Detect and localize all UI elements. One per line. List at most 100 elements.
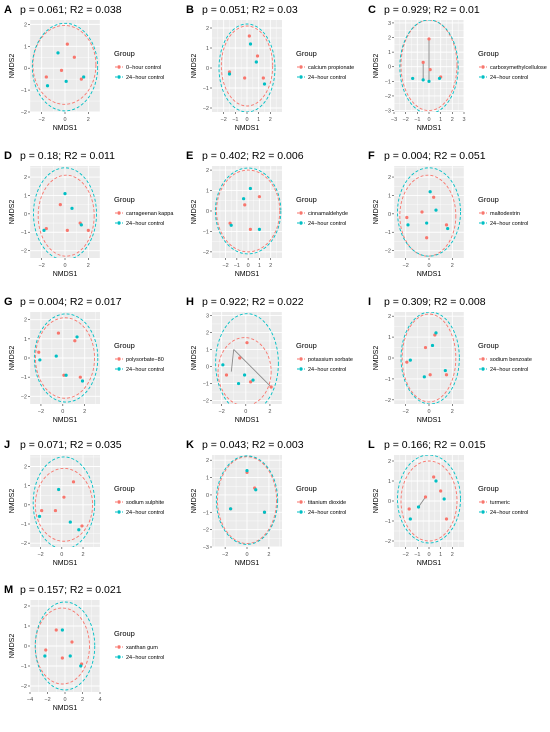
legend-title: Group	[296, 341, 317, 350]
control-ellipse	[214, 167, 282, 255]
y-axis-title: NMDS2	[9, 54, 16, 79]
legend-key-point	[481, 367, 485, 371]
gridlines	[30, 312, 100, 404]
y-tick-label: −3	[203, 545, 209, 551]
y-tick-label: 3	[388, 21, 391, 27]
y-tick-label: −1	[385, 230, 391, 236]
legend-title: Group	[478, 195, 499, 204]
control-ellipse	[218, 23, 276, 112]
control-point	[434, 331, 438, 335]
y-tick-label: −1	[203, 86, 209, 92]
control-point	[82, 75, 86, 79]
x-axis-title: NMDS1	[235, 271, 260, 278]
data-layer	[397, 455, 461, 544]
data-layer	[33, 313, 99, 403]
treatment-point	[425, 236, 429, 240]
x-axis-title: NMDS1	[235, 560, 260, 567]
legend-title: Group	[114, 49, 135, 58]
y-tick-label: 0	[24, 644, 27, 650]
control-point	[427, 79, 431, 83]
x-tick-label: −2	[403, 263, 409, 269]
panel-letter: G	[4, 296, 13, 308]
y-tick-label: −2	[203, 250, 209, 256]
x-axis-title: NMDS1	[53, 271, 78, 278]
gridlines	[30, 166, 100, 258]
y-tick-label: −1	[21, 230, 27, 236]
treatment-point	[421, 60, 425, 64]
x-tick-label: 2	[451, 552, 454, 558]
y-tick-label: −2	[21, 249, 27, 255]
y-tick-label: 2	[24, 175, 27, 181]
treatment-point	[249, 380, 253, 384]
data-layer	[33, 167, 97, 258]
control-ellipse	[33, 313, 99, 403]
x-axis-title: NMDS1	[417, 417, 442, 424]
legend-key-point	[481, 65, 485, 69]
control-point	[37, 514, 42, 518]
legend-title: Group	[478, 341, 499, 350]
control-point	[434, 208, 438, 212]
panel-letter: K	[186, 439, 194, 451]
control-ellipse	[34, 601, 96, 691]
legend-label: maltodextrin	[490, 211, 520, 217]
control-point	[60, 628, 64, 632]
y-tick-label: −3	[385, 109, 391, 115]
data-layer	[34, 601, 96, 691]
control-point	[446, 226, 450, 231]
panel-title: p = 0.922; R2 = 0.022	[202, 296, 304, 308]
control-ellipse	[397, 455, 461, 544]
control-point	[77, 528, 81, 532]
control-point	[64, 373, 68, 377]
legend-title: Group	[478, 49, 499, 58]
x-tick-label: 0	[427, 409, 430, 415]
x-tick-label: 2	[81, 697, 84, 703]
panel-letter: L	[368, 439, 375, 451]
legend-label: 24−hour control	[126, 367, 164, 373]
treatment-point	[58, 203, 62, 207]
treatment-point	[56, 331, 61, 335]
y-tick-label: 0	[388, 65, 391, 71]
legend-key-point	[299, 211, 303, 215]
data-layer	[214, 167, 282, 255]
y-tick-label: 2	[24, 604, 27, 610]
connector-segment	[233, 349, 272, 388]
x-tick-label: 1	[439, 117, 442, 123]
legend-label: 24−hour control	[308, 510, 346, 516]
y-axis-title: NMDS2	[9, 200, 16, 225]
x-tick-label: −2	[222, 552, 228, 558]
legend-key-point	[299, 510, 303, 514]
panel-letter: F	[368, 150, 375, 162]
control-point	[43, 654, 47, 658]
treatment-point	[71, 480, 76, 484]
control-point	[248, 186, 252, 191]
x-tick-label: −1	[414, 117, 420, 123]
y-tick-label: 1	[24, 484, 27, 490]
x-tick-label: −3	[391, 117, 397, 123]
treatment-point	[269, 385, 273, 389]
treatment-point	[53, 508, 58, 513]
panel-title: p = 0.166; R2 = 0.015	[384, 439, 486, 451]
control-ellipse	[215, 313, 279, 404]
y-tick-label: −2	[385, 249, 391, 255]
treatment-point	[428, 373, 432, 377]
y-axis-title: NMDS2	[9, 489, 16, 514]
treatment-ellipse	[32, 25, 97, 105]
x-tick-label: −2	[38, 409, 44, 415]
legend-label: 24−hour control	[490, 367, 528, 373]
y-tick-label: 0	[24, 503, 27, 509]
legend-key-point	[481, 221, 485, 225]
legend-key-point	[117, 510, 121, 514]
treatment-point	[238, 356, 242, 360]
y-tick-label: 0	[388, 212, 391, 218]
plot-background	[212, 166, 282, 258]
x-axis-title: NMDS1	[417, 271, 442, 278]
plot-background	[30, 455, 100, 547]
gridlines	[30, 600, 100, 692]
treatment-point	[427, 37, 431, 41]
y-tick-label: −1	[385, 519, 391, 525]
